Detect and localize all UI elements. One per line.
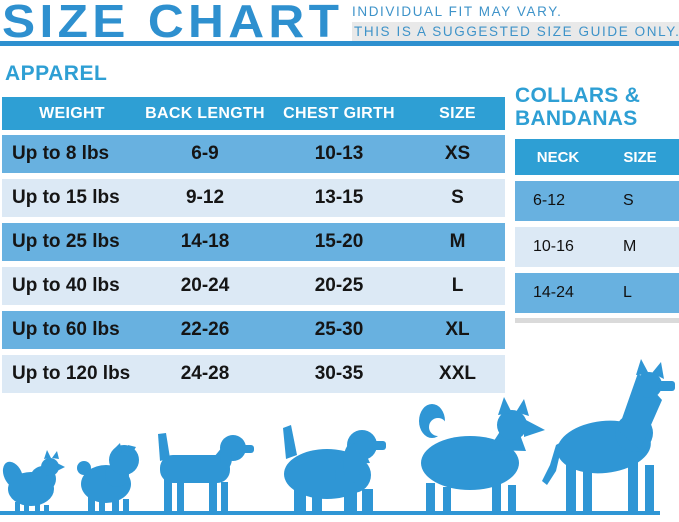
table-row: Up to 8 lbs 6-9 10-13 XS: [2, 135, 505, 173]
disclaimer-line-1: INDIVIDUAL FIT MAY VARY.: [352, 4, 563, 19]
cell-neck: 14-24: [533, 284, 574, 301]
table-row: 6-12 S: [515, 181, 679, 221]
table-row: Up to 15 lbs 9-12 13-15 S: [2, 179, 505, 217]
apparel-header-row: WEIGHT BACK LENGTH CHEST GIRTH SIZE: [2, 97, 505, 130]
apparel-heading: APPAREL: [5, 62, 108, 85]
cell-size: XS: [444, 143, 471, 164]
cell-size: M: [449, 231, 466, 252]
table-row: 14-24 L: [515, 273, 679, 313]
cell-chest-girth: 10-13: [314, 143, 364, 164]
great-dane-dog-icon: [542, 359, 675, 512]
cell-back-length: 14-18: [180, 231, 230, 252]
title-underline: [0, 41, 679, 46]
cell-chest-girth: 15-20: [314, 231, 364, 252]
cell-weight: Up to 60 lbs: [12, 319, 120, 340]
table-row: Up to 60 lbs 22-26 25-30 XL: [2, 311, 505, 349]
cell-back-length: 24-28: [180, 363, 230, 384]
cell-size: M: [623, 238, 637, 255]
cell-weight: Up to 25 lbs: [12, 231, 120, 252]
column-header-weight: WEIGHT: [39, 104, 105, 122]
cocker-spaniel-dog-icon: [283, 425, 386, 512]
cell-weight: Up to 15 lbs: [12, 187, 120, 208]
apparel-table: WEIGHT BACK LENGTH CHEST GIRTH SIZE Up t…: [2, 97, 505, 399]
column-header-back-length: BACK LENGTH: [145, 104, 265, 122]
column-header-size: SIZE: [439, 104, 476, 122]
collars-bandanas-heading: COLLARS & BANDANAS: [515, 84, 640, 130]
husky-tail-curl-cutout: [429, 418, 447, 436]
column-header-neck: NECK: [536, 148, 580, 166]
column-header-chest-girth: CHEST GIRTH: [283, 104, 395, 122]
cell-weight: Up to 8 lbs: [12, 143, 110, 164]
collars-header-row: NECK SIZE: [515, 139, 679, 175]
cell-back-length: 22-26: [180, 319, 230, 340]
cell-size: XXL: [439, 363, 476, 384]
table-row: Up to 120 lbs 24-28 30-35 XXL: [2, 355, 505, 393]
cell-chest-girth: 13-15: [314, 187, 364, 208]
pug-dog-icon: [77, 443, 139, 512]
column-header-size: SIZE: [623, 148, 657, 166]
cell-chest-girth: 25-30: [314, 319, 364, 340]
ground-line: [0, 511, 660, 515]
table-row: Up to 40 lbs 20-24 20-25 L: [2, 267, 505, 305]
cell-back-length: 20-24: [180, 275, 230, 296]
cell-chest-girth: 30-35: [314, 363, 364, 384]
cell-neck: 10-16: [533, 238, 574, 255]
cell-size: S: [451, 187, 464, 208]
cell-weight: Up to 40 lbs: [12, 275, 120, 296]
cell-size: XL: [445, 319, 470, 340]
disclaimer: INDIVIDUAL FIT MAY VARY. THIS IS A SUGGE…: [352, 3, 679, 42]
cell-back-length: 9-12: [185, 187, 225, 208]
cell-weight: Up to 120 lbs: [12, 363, 131, 384]
husky-dog-icon: [419, 397, 545, 512]
pomeranian-dog-icon: [2, 450, 65, 512]
dog-size-illustration: [0, 359, 675, 515]
disclaimer-line-2: THIS IS A SUGGESTED SIZE GUIDE ONLY.: [352, 22, 679, 42]
beagle-dog-icon: [158, 433, 254, 512]
cell-size: L: [623, 284, 632, 301]
collars-table: NECK SIZE 6-12 S 10-16 M 14-24 L: [515, 139, 679, 323]
table-row: 10-16 M: [515, 227, 679, 267]
cell-chest-girth: 20-25: [314, 275, 364, 296]
cell-back-length: 6-9: [191, 143, 219, 164]
cell-neck: 6-12: [533, 192, 566, 209]
collars-table-bottom-strip: [515, 318, 679, 323]
collars-heading-line-1: COLLARS &: [515, 84, 641, 107]
cell-size: L: [451, 275, 464, 296]
table-row: Up to 25 lbs 14-18 15-20 M: [2, 223, 505, 261]
cell-size: S: [623, 192, 634, 209]
collars-heading-line-2: BANDANAS: [515, 107, 638, 130]
page-title: SIZE CHART: [2, 0, 344, 47]
